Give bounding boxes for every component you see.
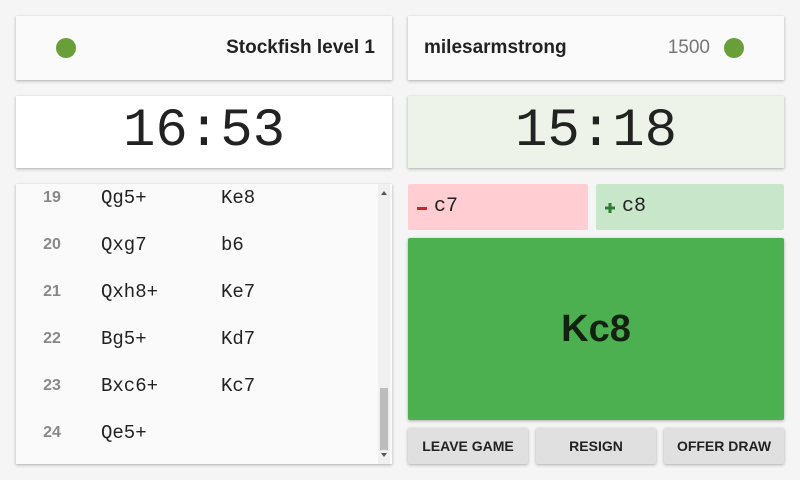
move-number: 21: [43, 283, 61, 300]
black-move: Ke8: [221, 187, 256, 209]
scrollbar-graphic: [380, 191, 388, 457]
move-text: Kc8: [561, 308, 631, 350]
opponent-clock: 16:53: [16, 96, 392, 168]
offer-draw-button[interactable]: OFFER DRAW: [664, 428, 784, 464]
scrollbar[interactable]: [378, 184, 390, 464]
white-move: Qe5+: [101, 422, 147, 444]
move-number: 23: [43, 377, 61, 394]
move-number: 19: [43, 189, 61, 206]
black-move: Ke7: [221, 281, 256, 303]
white-move: Qg5+: [101, 187, 147, 209]
move-row: 21 Qxh8+ Ke7: [16, 278, 376, 325]
move-row: 24 Qe5+: [16, 419, 376, 464]
player-name: milesarmstrong: [424, 37, 567, 58]
added-square: c8: [596, 184, 784, 230]
white-move: Bxc6+: [101, 375, 159, 397]
white-move: Bg5+: [101, 328, 147, 350]
square-label: c8: [622, 195, 647, 218]
resign-button[interactable]: RESIGN: [536, 428, 656, 464]
status-dot: [724, 38, 744, 58]
white-move: Qxg7: [101, 234, 147, 256]
player-card: milesarmstrong 1500: [408, 16, 784, 80]
clock-time: 16:53: [122, 101, 286, 162]
white-move: Qxh8+: [101, 281, 159, 303]
move-row: 22 Bg5+ Kd7: [16, 325, 376, 372]
opponent-name: Stockfish level 1: [226, 37, 375, 58]
square-label: c7: [434, 195, 459, 218]
leave-game-button[interactable]: LEAVE GAME: [408, 428, 528, 464]
move-list[interactable]: 19 Qg5+ Ke8 20 Qxg7 b6 21 Qxh8+ Ke7 22 Bg5+ Kd7 23 Bx…: [16, 184, 392, 464]
black-move: Kc7: [221, 375, 256, 397]
move-row: 19 Qg5+ Ke8: [16, 184, 376, 231]
player-clock: 15:18: [408, 96, 784, 168]
clock-time: 15:18: [514, 101, 678, 162]
move-number: 20: [43, 236, 61, 253]
opponent-card: Stockfish level 1: [16, 16, 392, 80]
black-move: Kd7: [221, 328, 256, 350]
move-number: 24: [43, 424, 61, 441]
move-row: 20 Qxg7 b6: [16, 231, 376, 278]
black-move: b6: [221, 234, 244, 256]
move-row: 23 Bxc6+ Kc7: [16, 372, 376, 419]
move-preview[interactable]: Kc8: [408, 238, 784, 420]
status-dot: [56, 38, 76, 58]
move-number: 22: [43, 330, 61, 347]
plus-icon: [605, 203, 615, 213]
player-rating: 1500: [667, 37, 710, 58]
minus-icon: [417, 207, 427, 210]
removed-square: c7: [408, 184, 588, 230]
